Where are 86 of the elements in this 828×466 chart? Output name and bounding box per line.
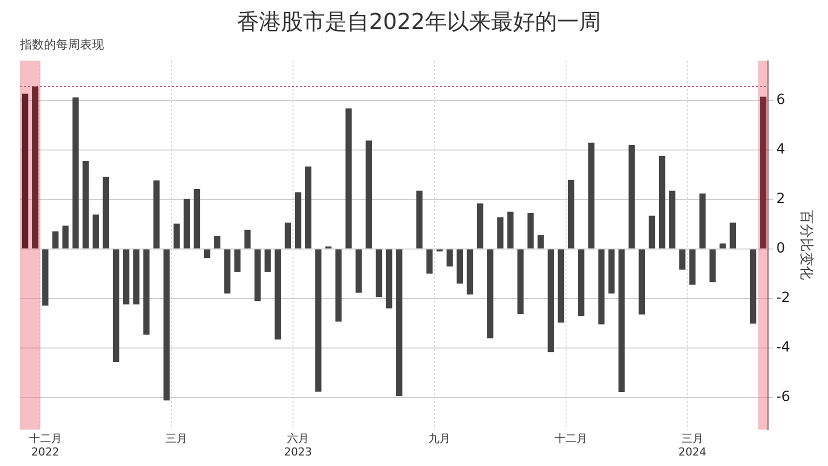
bar [628,144,635,248]
bar [194,189,200,248]
y-tick-label: 2 [776,191,786,208]
bar [588,142,594,248]
bar [234,249,241,272]
bar [618,249,625,392]
x-tick-label: 十二月 2022 [28,432,62,458]
x-tick-label: 三月 2024 [678,432,706,458]
bar [446,249,453,266]
bar [305,166,312,248]
bar [558,249,564,323]
bar [72,97,79,248]
bar [335,249,342,322]
bar [517,249,524,314]
bar [476,203,484,248]
y-tick-label: 4 [776,142,786,158]
bar [497,217,504,248]
bar [386,249,392,308]
bar [356,249,362,293]
bar [578,249,584,316]
bar [82,161,89,248]
bar [709,249,716,282]
bar [730,222,736,248]
bar [416,190,423,248]
bar [366,140,372,248]
bar [52,231,59,248]
bar [214,236,220,248]
bar [244,230,251,248]
bar [274,249,281,340]
bar [123,249,130,304]
bar [396,249,402,396]
bar [699,193,706,248]
bar [760,96,766,248]
x-tick-label: 三月 [166,432,188,446]
bar [153,180,160,248]
bar [507,212,514,248]
y-tick-label: -4 [776,340,790,356]
bar [608,249,615,294]
bar [679,249,686,270]
y-tick-label: -2 [776,290,790,306]
x-tick-label: 十二月 [554,432,588,446]
chart-subtitle: 指数的每周表现 [19,38,104,52]
bar [224,249,230,294]
y-tick-label: 0 [776,240,786,257]
bar [315,249,322,392]
bar [598,249,605,324]
bar [22,94,28,248]
bar [294,192,302,248]
bar [32,86,38,248]
bar [163,249,170,400]
bar [92,214,99,248]
bar [538,235,544,248]
bar [254,249,261,302]
bar [133,249,140,304]
bar [426,249,433,274]
bar [204,249,210,258]
bar [689,249,696,285]
bar [527,213,534,248]
bar [669,190,676,248]
bar [548,249,554,352]
bar [174,224,180,248]
bar [376,249,382,298]
x-tick-label: 九月 [428,432,451,446]
bar [750,249,756,324]
x-tick-label: 六月 2023 [284,432,312,458]
bar [720,243,726,248]
bar [184,198,190,248]
bar [648,216,656,248]
bar [264,249,271,272]
bar [568,180,574,248]
y-tick-label: -6 [776,389,790,406]
bar [658,156,666,248]
bar [638,249,645,315]
bar [284,222,292,248]
y-tick-label: 6 [776,92,786,108]
bar [466,249,474,294]
bar [487,249,494,338]
bar [143,249,150,335]
chart-title: 香港股市是自2022年以来最好的一周 [237,10,601,35]
bar [112,249,120,362]
bar [456,249,463,284]
bar [345,108,352,248]
y-axis-title: 百分比变化 [798,210,814,280]
bar [42,249,48,306]
bar [102,176,110,248]
bar [62,226,69,248]
